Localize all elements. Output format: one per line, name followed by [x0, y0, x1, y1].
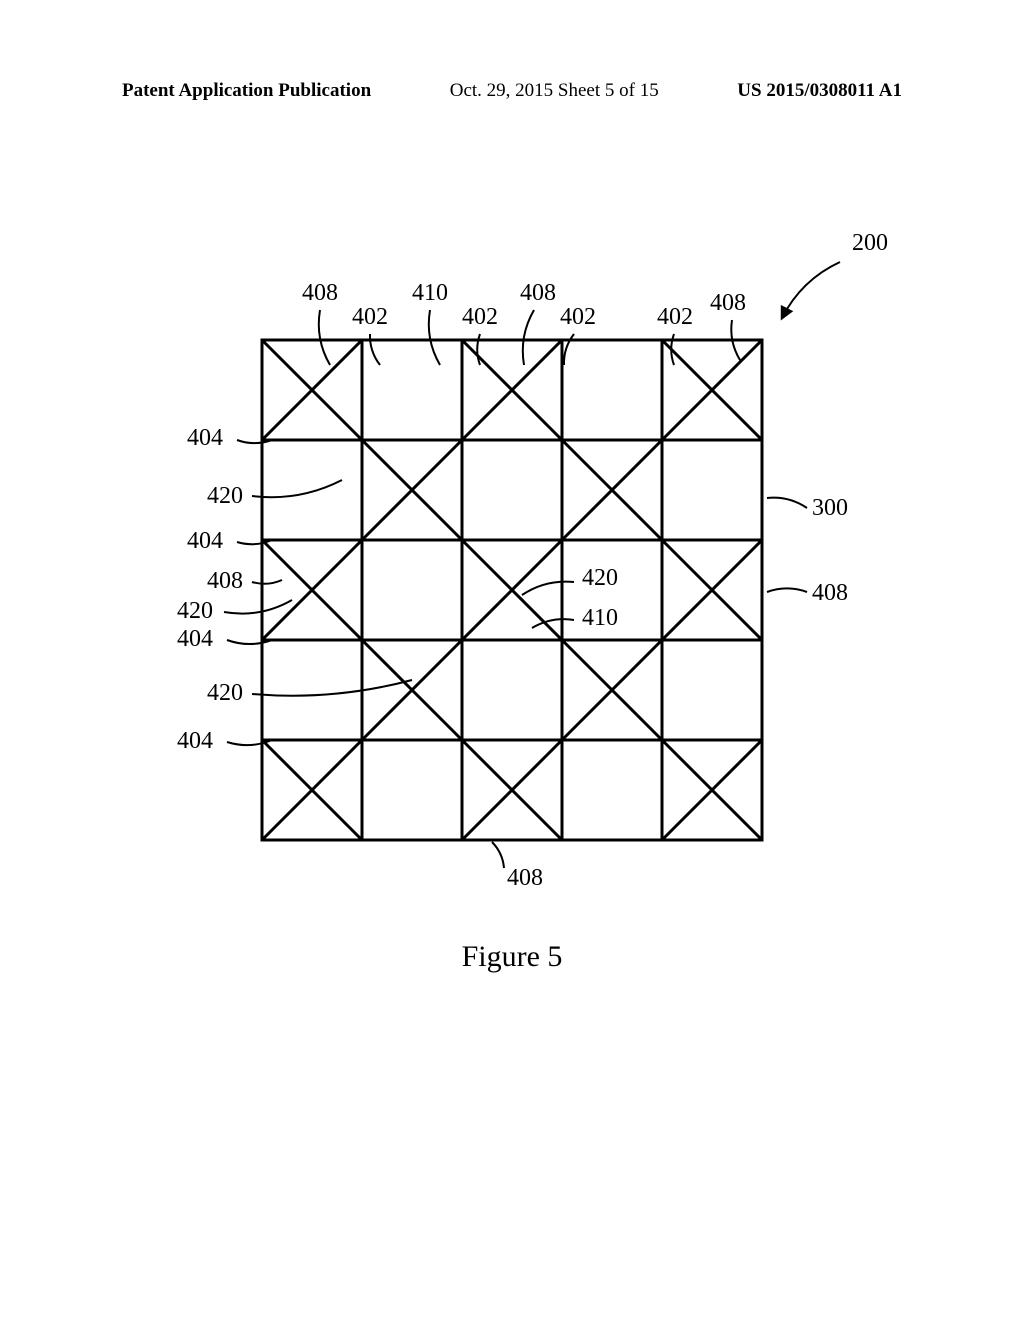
svg-text:408: 408: [207, 568, 243, 594]
svg-text:404: 404: [177, 728, 213, 754]
svg-text:408: 408: [507, 865, 543, 891]
svg-text:402: 402: [462, 304, 498, 330]
svg-text:402: 402: [352, 304, 388, 330]
svg-text:410: 410: [582, 605, 618, 631]
svg-text:410: 410: [412, 280, 448, 306]
svg-text:402: 402: [657, 304, 693, 330]
svg-text:404: 404: [177, 626, 213, 652]
svg-text:408: 408: [812, 580, 848, 606]
figure-wrap: 2004084024104024084024024084044204044084…: [0, 0, 1024, 1320]
svg-text:200: 200: [852, 230, 888, 256]
svg-text:420: 420: [177, 598, 213, 624]
svg-text:420: 420: [207, 483, 243, 509]
svg-text:420: 420: [207, 680, 243, 706]
svg-text:404: 404: [187, 425, 223, 451]
svg-text:404: 404: [187, 528, 223, 554]
svg-text:420: 420: [582, 565, 618, 591]
page: Patent Application Publication Oct. 29, …: [0, 0, 1024, 1320]
svg-text:300: 300: [812, 495, 848, 521]
svg-text:402: 402: [560, 304, 596, 330]
figure-label: Figure 5: [0, 940, 1024, 974]
svg-text:408: 408: [302, 280, 338, 306]
figure-svg: 2004084024104024084024024084044204044084…: [112, 220, 912, 920]
svg-text:408: 408: [520, 280, 556, 306]
svg-text:408: 408: [710, 290, 746, 316]
